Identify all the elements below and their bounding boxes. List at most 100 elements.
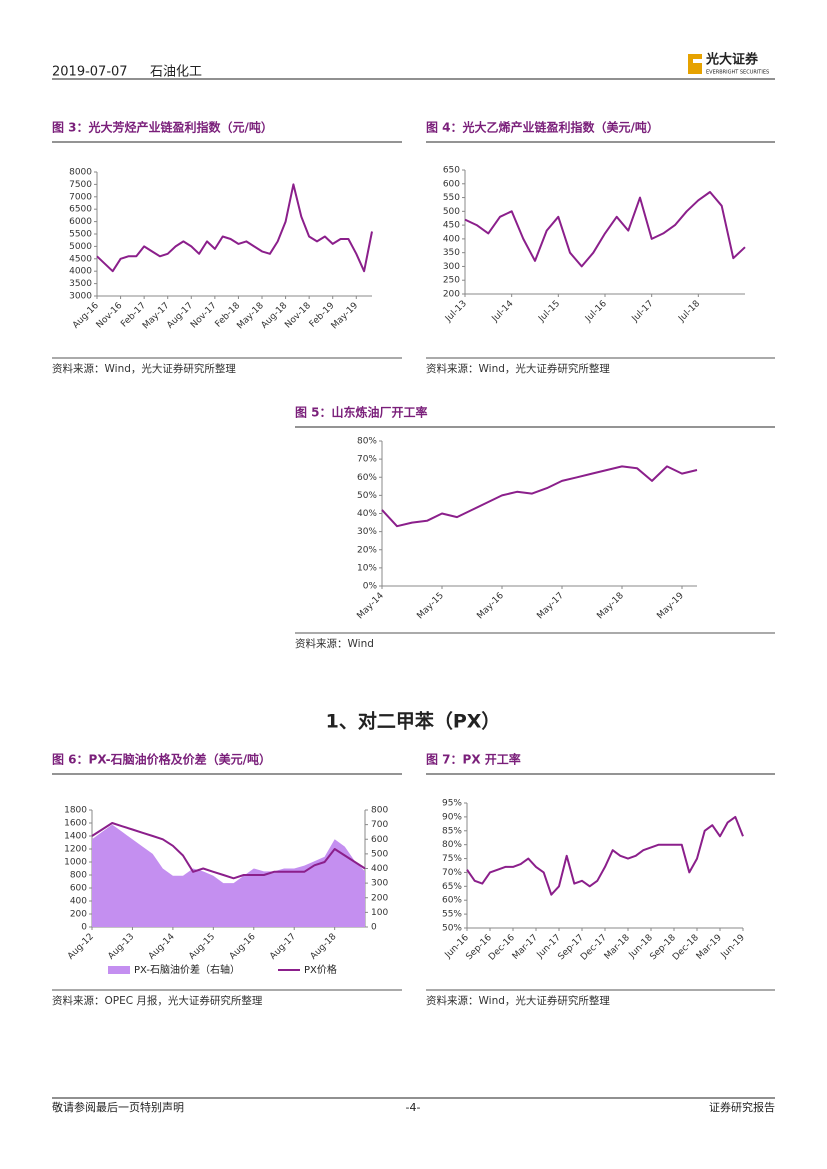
y-tick-label: 600 (70, 884, 87, 894)
logo-icon-cut (693, 59, 702, 63)
y-tick-label: 7000 (69, 192, 92, 202)
section-title: 1、对二甲苯（PX） (326, 710, 501, 733)
x-tick-label: May-17 (535, 591, 566, 622)
y-tick-label: 1600 (64, 819, 87, 829)
figure-source: 资料来源：Wind，光大证券研究所整理 (426, 994, 610, 1007)
disclaimer: 敬请参阅最后一页特别声明 (52, 1100, 184, 1114)
y-tick-label: 5500 (69, 230, 92, 240)
figure-title: 图 3：光大芳烃产业链盈利指数（元/吨） (52, 120, 273, 135)
x-tick-label: Jul-16 (583, 299, 609, 325)
y2-tick-label: 700 (371, 820, 388, 830)
y2-tick-label: 200 (371, 893, 388, 903)
page-number: -4- (406, 1101, 421, 1114)
y-tick-label: 20% (357, 545, 377, 555)
figure-source: 资料来源：Wind，光大证券研究所整理 (426, 362, 610, 375)
x-tick-label: Mar-19 (695, 933, 724, 962)
y2-tick-label: 300 (371, 879, 388, 889)
y-tick-label: 3000 (69, 292, 92, 302)
y-tick-label: 600 (443, 179, 460, 189)
y2-tick-label: 600 (371, 835, 388, 845)
y-tick-label: 60% (357, 473, 377, 483)
report-type: 证券研究报告 (709, 1100, 775, 1114)
y-tick-label: 95% (442, 799, 462, 809)
y-tick-label: 500 (443, 207, 460, 217)
y-tick-label: 1400 (64, 832, 87, 842)
y-tick-label: 800 (70, 871, 87, 881)
x-tick-label: Aug-12 (66, 932, 96, 962)
report-date: 2019-07-07 (52, 65, 128, 80)
y-tick-label: 250 (443, 276, 460, 286)
x-tick-label: May-16 (475, 591, 506, 622)
x-tick-label: Mar-17 (511, 933, 540, 962)
y-tick-label: 30% (357, 527, 377, 537)
y2-tick-label: 0 (371, 923, 377, 933)
x-tick-label: Aug-15 (187, 932, 217, 962)
y-tick-label: 70% (357, 455, 377, 465)
x-tick-label: Nov-18 (283, 301, 313, 331)
y2-tick-label: 100 (371, 908, 388, 918)
figure-title: 图 4：光大乙烯产业链盈利指数（美元/吨） (426, 120, 659, 135)
y-tick-label: 5000 (69, 242, 92, 252)
x-tick-label: Jul-17 (630, 299, 656, 325)
x-tick-label: Jul-13 (443, 299, 469, 325)
x-tick-label: Dec-18 (671, 933, 701, 963)
y2-tick-label: 800 (371, 806, 388, 816)
line-series (464, 191, 746, 268)
x-tick-label: Jul-14 (490, 299, 516, 325)
y-tick-label: 75% (442, 854, 462, 864)
logo-text-en: EVERBRIGHT SECURITIES (706, 70, 769, 76)
y-tick-label: 80% (442, 840, 462, 850)
x-tick-label: Aug-17 (268, 932, 298, 962)
y-tick-label: 550 (443, 193, 460, 203)
x-tick-label: Aug-16 (228, 932, 258, 962)
x-tick-label: Jun-19 (719, 933, 747, 961)
y-tick-label: 50% (357, 491, 377, 501)
y-tick-label: 650 (443, 166, 460, 176)
y2-tick-label: 500 (371, 849, 388, 859)
y-tick-label: 60% (442, 896, 462, 906)
y-tick-label: 1800 (64, 806, 87, 816)
figure-source: 资料来源：OPEC 月报，光大证券研究所整理 (52, 994, 263, 1007)
y-tick-label: 0% (363, 582, 378, 592)
y-tick-label: 400 (443, 234, 460, 244)
y-tick-label: 0 (81, 923, 87, 933)
x-tick-label: Aug-14 (147, 932, 177, 962)
y-tick-label: 65% (442, 882, 462, 892)
y-tick-label: 4500 (69, 254, 92, 264)
legend-label: PX价格 (304, 963, 337, 976)
y-tick-label: 6500 (69, 205, 92, 215)
y-tick-label: 300 (443, 262, 460, 272)
y-tick-label: 350 (443, 248, 460, 258)
figure-source: 资料来源：Wind，光大证券研究所整理 (52, 362, 236, 375)
logo: 光大证券 EVERBRIGHT SECURITIES (688, 52, 769, 76)
y-tick-label: 40% (357, 509, 377, 519)
x-tick-label: Nov-17 (189, 301, 219, 331)
y-tick-label: 450 (443, 221, 460, 231)
x-tick-label: Dec-16 (487, 933, 517, 963)
x-tick-label: May-14 (355, 591, 386, 622)
line-series (381, 465, 698, 528)
industry: 石油化工 (150, 65, 202, 80)
y-tick-label: 1200 (64, 845, 87, 855)
y-tick-label: 70% (442, 868, 462, 878)
line-series (96, 183, 373, 273)
y-tick-label: 7500 (69, 180, 92, 190)
logo-icon (688, 54, 702, 74)
x-tick-label: Mar-18 (603, 933, 632, 962)
x-tick-label: Jul-18 (676, 299, 702, 325)
logo-text: 光大证券 (705, 52, 759, 68)
y-tick-label: 90% (442, 812, 462, 822)
area-series (92, 824, 365, 927)
y-tick-label: 6000 (69, 217, 92, 227)
figure-title: 图 7：PX 开工率 (426, 752, 521, 767)
y-tick-label: 3500 (69, 279, 92, 289)
y-tick-label: 4000 (69, 267, 92, 277)
x-tick-label: May-18 (595, 591, 626, 622)
y2-tick-label: 400 (371, 864, 388, 874)
y-tick-label: 85% (442, 826, 462, 836)
figure-title: 图 5：山东炼油厂开工率 (295, 405, 428, 420)
y-tick-label: 1000 (64, 858, 87, 868)
x-tick-label: May-19 (655, 591, 686, 622)
x-tick-label: Aug-13 (106, 932, 136, 962)
